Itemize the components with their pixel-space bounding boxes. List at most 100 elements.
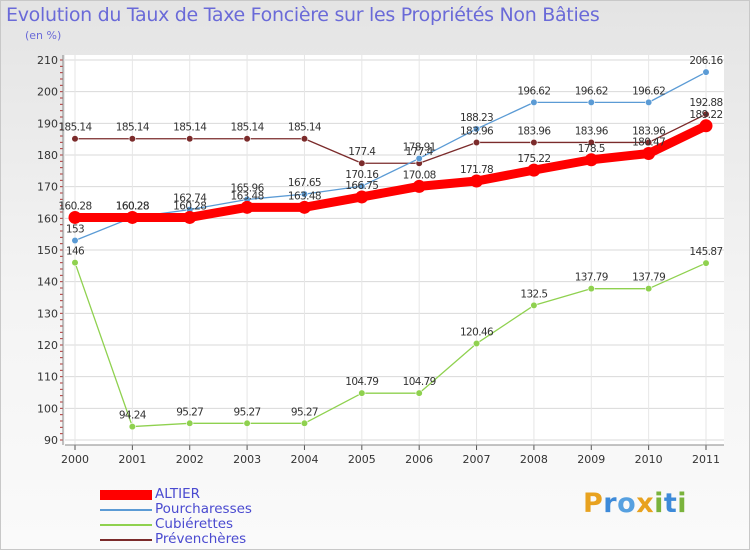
x-tick-label: 2000 xyxy=(61,453,89,466)
data-point xyxy=(587,138,595,147)
data-label: 137.79 xyxy=(575,272,608,284)
data-point xyxy=(297,200,311,214)
data-point xyxy=(530,98,538,106)
data-label: 95.27 xyxy=(291,406,318,418)
logo-letter: i xyxy=(677,488,688,519)
data-point xyxy=(699,119,713,133)
data-point xyxy=(645,98,653,106)
data-point xyxy=(527,163,541,177)
data-point xyxy=(183,210,197,224)
x-tick-label: 2009 xyxy=(577,453,605,466)
data-label: 95.27 xyxy=(176,406,203,418)
data-label: 163.48 xyxy=(288,190,321,202)
data-point xyxy=(71,135,79,143)
data-label: 132.5 xyxy=(520,288,547,300)
data-point xyxy=(300,135,309,143)
data-point xyxy=(702,110,710,118)
data-point xyxy=(645,138,653,147)
data-point xyxy=(240,200,254,214)
data-label: 192.88 xyxy=(689,97,722,109)
x-tick-label: 2004 xyxy=(290,453,318,466)
data-label: 160.28 xyxy=(116,200,149,212)
data-point xyxy=(128,422,136,431)
data-label: 196.62 xyxy=(632,85,665,97)
data-label: 178.91 xyxy=(403,141,436,153)
x-tick-label: 2011 xyxy=(692,453,720,466)
data-label: 206.16 xyxy=(689,55,723,67)
data-point xyxy=(125,210,139,224)
data-point xyxy=(300,190,309,198)
data-label: 160.28 xyxy=(58,200,91,212)
logo-letter: t xyxy=(663,488,678,519)
data-point xyxy=(358,389,366,397)
series-line-cubiérettes xyxy=(74,262,707,428)
y-tick-label: 150 xyxy=(37,244,58,257)
data-point xyxy=(68,210,82,224)
data-label: 95.27 xyxy=(234,406,261,418)
data-label: 153 xyxy=(66,224,84,236)
data-label: 175.22 xyxy=(517,153,550,165)
data-label: 170.16 xyxy=(345,169,379,181)
legend-label: ALTIER xyxy=(155,486,201,502)
data-point xyxy=(530,138,538,147)
x-tick-label: 2002 xyxy=(176,453,204,466)
x-tick-label: 2003 xyxy=(233,453,261,466)
y-tick-label: 110 xyxy=(37,371,58,384)
legend-label: Pourcharesses xyxy=(155,501,252,517)
legend-swatch xyxy=(100,509,152,511)
logo-letter: x xyxy=(636,488,655,519)
data-label: 167.65 xyxy=(288,177,321,189)
y-tick-label: 140 xyxy=(37,276,58,289)
data-label: 163.48 xyxy=(231,190,264,202)
data-point xyxy=(587,285,595,293)
data-point xyxy=(358,159,366,167)
data-label: 196.62 xyxy=(517,85,550,97)
data-label: 183.96 xyxy=(517,125,551,137)
data-label: 185.14 xyxy=(116,122,150,134)
data-point xyxy=(243,419,251,427)
data-point xyxy=(415,154,423,163)
data-label: 178.5 xyxy=(578,143,605,155)
data-label: 160.28 xyxy=(116,200,149,212)
data-point xyxy=(642,147,656,161)
chart-title: Evolution du Taux de Taxe Foncière sur l… xyxy=(6,4,600,26)
y-tick-label: 90 xyxy=(44,434,58,447)
data-point xyxy=(530,301,538,310)
legend-label: Cubiérettes xyxy=(155,516,234,532)
data-label: 189.22 xyxy=(689,109,722,121)
data-point xyxy=(415,389,423,397)
x-tick-label: 2008 xyxy=(520,453,548,466)
y-tick-label: 120 xyxy=(37,339,58,352)
y-tick-label: 170 xyxy=(37,181,58,194)
data-point xyxy=(702,68,710,76)
x-tick-label: 2006 xyxy=(405,453,433,466)
data-label: 185.14 xyxy=(58,122,92,134)
legend-label: Prévenchères xyxy=(155,531,247,547)
data-label: 185.14 xyxy=(173,122,207,134)
data-point xyxy=(71,259,79,267)
data-point xyxy=(645,285,653,293)
x-tick-label: 2007 xyxy=(463,453,491,466)
y-tick-label: 180 xyxy=(37,149,58,162)
y-tick-label: 130 xyxy=(37,307,58,320)
data-label: 137.79 xyxy=(632,272,665,284)
y-tick-label: 210 xyxy=(37,54,58,67)
data-label: 166.75 xyxy=(345,180,378,192)
data-label: 94.24 xyxy=(119,410,147,422)
data-point xyxy=(186,419,194,427)
series-line-altier xyxy=(70,121,711,222)
data-label: 160.28 xyxy=(173,200,206,212)
data-label: 104.79 xyxy=(345,376,378,388)
legend-swatch xyxy=(100,539,152,541)
data-label: 170.08 xyxy=(403,169,436,181)
data-point xyxy=(186,135,194,143)
series-line-prévenchères xyxy=(74,113,707,164)
data-label: 165.96 xyxy=(231,182,265,194)
data-point xyxy=(300,419,309,427)
data-point xyxy=(71,236,79,245)
data-point xyxy=(412,179,426,193)
data-label: 162.74 xyxy=(173,193,207,205)
data-point xyxy=(355,190,369,204)
y-tick-label: 190 xyxy=(37,117,58,130)
